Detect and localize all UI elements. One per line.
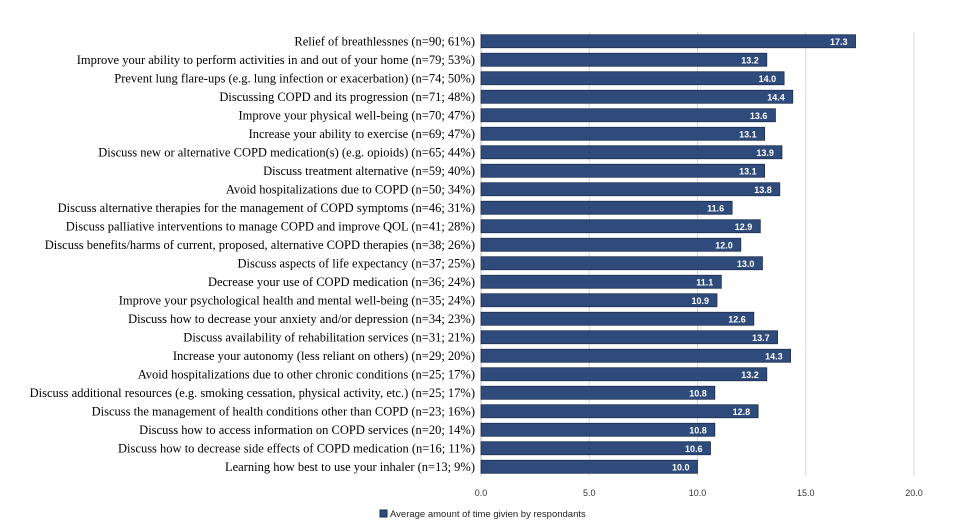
category-label: Discuss how to decrease your anxiety and… [128,312,475,326]
bar [480,311,755,326]
category-label: Discuss aspects of life expectancy (n=37… [237,256,475,270]
bar [480,89,794,104]
category-label: Improve your physical well-being (n=70; … [238,108,475,122]
bar [480,163,766,178]
data-label: 13.2 [741,55,759,65]
category-label: Learning how best to use your inhaler (n… [225,460,475,474]
category-label: Discuss availability of rehabilitation s… [183,330,475,344]
data-label: 14.4 [767,92,785,102]
data-label: 13.6 [750,111,768,121]
data-label: 10.6 [685,444,703,454]
data-label: 12.6 [728,314,746,324]
category-label: Discuss how to access information on COP… [139,423,475,437]
data-label: 14.3 [765,351,783,361]
bar [480,385,716,400]
bar [480,52,768,67]
category-label: Prevent lung flare-ups (e.g. lung infect… [114,71,475,85]
bar [480,422,716,437]
grid-lines [480,32,915,476]
bar [480,274,722,289]
data-label: 10.8 [689,425,707,435]
category-label: Increase your autonomy (less reliant on … [173,349,475,363]
data-label: 10.8 [689,388,707,398]
bar [480,330,779,345]
x-tick-labels-group: 0.0 5.0 10.0 15.0 20.0 [475,488,923,498]
data-label: 14.0 [759,74,777,84]
value-labels-group: 17.313.214.014.413.613.113.913.113.811.6… [672,37,848,473]
category-label: Discuss the management of health conditi… [92,404,475,418]
category-label: Relief of breathlessnes (n=90; 61%) [294,34,475,48]
bar [480,34,856,49]
category-label: Discuss benefits/harms of current, propo… [45,238,475,252]
category-label: Discuss treatment alternative (n=59; 40%… [263,164,475,178]
bar [480,145,783,160]
category-label: Avoid hospitalizations due to COPD (n=50… [226,182,475,196]
bar [480,348,791,363]
x-tick-label: 5.0 [583,488,596,498]
category-label: Discuss how to decrease side effects of … [118,441,475,455]
data-label: 13.9 [756,148,774,158]
category-labels-group: Relief of breathlessnes (n=90; 61%) Impro… [30,34,475,474]
legend-label: Average amount of time givien by respond… [390,509,586,520]
category-label: Decrease your use of COPD medication (n=… [208,275,475,289]
data-label: 13.0 [737,259,755,269]
x-tick-label: 10.0 [689,488,707,498]
bar [480,459,698,474]
bar [480,126,766,141]
x-tick-label: 0.0 [475,488,488,498]
x-tick-label: 20.0 [905,488,923,498]
bar [480,256,763,271]
bar [480,200,733,215]
bar [480,182,781,197]
category-label: Improve your psychological health and me… [119,293,475,307]
bars-group [480,34,856,474]
category-label: Avoid hospitalizations due to other chro… [138,367,475,381]
x-tick-label: 15.0 [797,488,815,498]
data-label: 11.1 [696,277,713,287]
bar [480,108,776,123]
bar [480,404,759,419]
category-label: Discuss alternative therapies for the ma… [58,201,475,215]
category-label: Discuss palliative interventions to mana… [66,219,475,233]
bar [480,293,718,308]
legend: Average amount of time givien by respond… [379,509,586,520]
data-label: 13.7 [752,333,770,343]
data-label: 10.0 [672,462,690,472]
data-label: 17.3 [830,37,848,47]
data-label: 13.8 [754,185,772,195]
category-label: Discuss new or alternative COPD medicati… [98,145,475,159]
data-label: 12.9 [735,222,753,232]
category-label: Improve your ability to perform activiti… [77,53,475,67]
bar [480,441,711,456]
bar [480,367,768,382]
data-label: 13.2 [741,370,759,380]
legend-swatch [379,509,388,518]
bar [480,219,761,234]
data-label: 12.0 [715,240,733,250]
bar [480,71,785,86]
data-label: 13.1 [739,166,757,176]
data-label: 12.8 [733,407,751,417]
data-label: 11.6 [707,203,724,213]
category-label: Discuss additional resources (e.g. smoki… [30,386,475,400]
data-label: 13.1 [739,129,757,139]
data-label: 10.9 [691,296,709,306]
category-label: Discussing COPD and its progression (n=7… [219,90,475,104]
bar [480,237,742,252]
category-label: Increase your ability to exercise (n=69;… [249,127,475,141]
